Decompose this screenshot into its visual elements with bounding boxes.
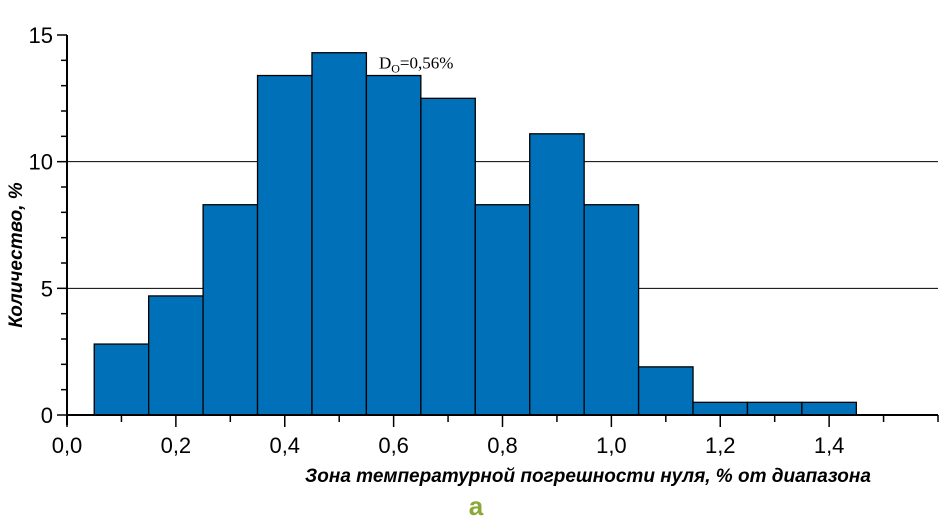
bin-annotation: DO=0,56% [379,54,453,76]
histogram-bar-6 [365,74,422,416]
panel-label: а [469,491,484,521]
x-axis-title: Зона температурной погрешности нуля, % о… [305,466,871,487]
x-tick-label: 0,0 [52,433,83,458]
x-tick-label: 0,4 [269,433,300,458]
histogram-bar-3 [202,204,259,416]
x-tick-label: 0,2 [161,433,192,458]
histogram-bars [93,52,857,416]
histogram-bar-1 [93,343,150,416]
histogram-bar-13 [746,401,803,416]
y-tick-labels: 0 5 10 15 [29,23,53,428]
x-tick-label: 1,2 [705,433,736,458]
histogram-bar-12 [692,401,749,416]
y-tick-label: 0 [41,403,53,428]
y-tick-label: 5 [41,276,53,301]
y-tick-label: 10 [29,150,53,175]
histogram-bar-2 [148,295,204,416]
histogram-bar-14 [801,401,857,416]
x-tick-label: 0,8 [487,433,518,458]
x-tick-labels: 0,0 0,2 0,4 0,6 0,8 1,0 1,2 1,4 [52,433,845,458]
histogram-bar-7 [420,97,476,416]
histogram-bar-10 [583,204,640,416]
y-tick-label: 15 [29,23,53,48]
histogram-bar-8 [474,204,531,416]
x-tick-label: 1,0 [596,433,627,458]
x-tick-label: 1,4 [814,433,845,458]
x-tick-label: 0,6 [378,433,409,458]
y-axis-title: Количество, % [6,182,27,327]
histogram-bar-11 [637,366,694,416]
histogram-bar-5 [311,52,368,416]
histogram-bar-9 [529,133,585,416]
axes [57,34,939,427]
histogram-bar-4 [256,74,313,416]
